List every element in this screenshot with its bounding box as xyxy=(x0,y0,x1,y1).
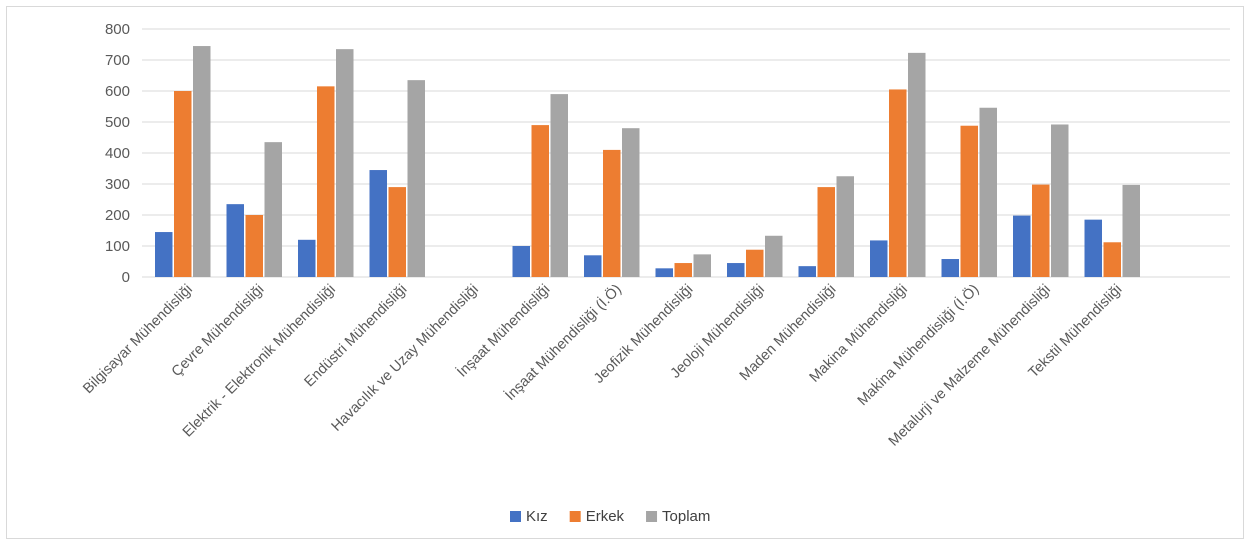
legend-label: Toplam xyxy=(662,508,710,525)
bar-toplam xyxy=(1051,124,1069,277)
x-category-label: Makina Mühendisliği (İ.Ö) xyxy=(853,280,982,409)
bar-erkek xyxy=(245,215,263,277)
bar-kız xyxy=(155,232,173,277)
y-tick-label: 0 xyxy=(122,269,130,286)
y-tick-label: 400 xyxy=(105,145,130,162)
bar-toplam xyxy=(765,235,783,277)
legend-swatch-erkek xyxy=(569,511,581,522)
bar-erkek xyxy=(388,187,406,277)
y-tick-label: 600 xyxy=(105,83,130,100)
y-axis-ticks: 0 100 200 300 400 500 600 700 800 xyxy=(105,21,130,286)
bars xyxy=(155,46,1140,278)
legend-label: Erkek xyxy=(586,508,625,525)
bar-toplam xyxy=(336,49,354,278)
bar-kız xyxy=(1084,219,1102,277)
bar-kız xyxy=(369,170,387,277)
y-tick-label: 800 xyxy=(105,21,130,38)
bar-toplam xyxy=(908,52,926,278)
bar-kız xyxy=(870,240,888,277)
bar-erkek xyxy=(174,91,192,277)
bar-toplam xyxy=(407,80,425,278)
bar-erkek xyxy=(317,86,335,277)
bar-kız xyxy=(584,255,602,277)
legend-swatch-toplam xyxy=(646,511,658,522)
y-tick-label: 200 xyxy=(105,207,130,224)
bar-kız xyxy=(1013,215,1031,277)
legend-label: Kız xyxy=(526,508,548,525)
bar-toplam xyxy=(264,142,282,277)
x-category-label: İnşaat Mühendisliği (İ.Ö) xyxy=(501,280,625,404)
bar-toplam xyxy=(622,128,640,277)
bar-erkek xyxy=(674,263,692,277)
bar-kız xyxy=(941,259,959,277)
y-tick-label: 100 xyxy=(105,238,130,255)
bar-toplam xyxy=(693,254,711,277)
bar-toplam xyxy=(979,107,997,278)
y-tick-label: 500 xyxy=(105,114,130,131)
bar-erkek xyxy=(817,187,835,277)
bar-kız xyxy=(655,268,673,277)
y-tick-label: 700 xyxy=(105,52,130,69)
bar-erkek xyxy=(960,125,978,277)
bar-kız xyxy=(226,204,244,277)
legend-swatch-kız xyxy=(510,511,521,522)
bar-erkek xyxy=(1103,242,1121,277)
y-tick-label: 300 xyxy=(105,176,130,193)
bar-erkek xyxy=(531,125,549,277)
bar-kız xyxy=(298,239,316,277)
bar-erkek xyxy=(889,89,907,277)
bar-kız xyxy=(798,266,816,277)
bar-erkek xyxy=(1032,184,1050,277)
bar-toplam xyxy=(550,94,568,277)
x-category-label: Bilgisayar Mühendisliği xyxy=(80,282,196,398)
bar-erkek xyxy=(603,149,621,277)
legend: Kız Erkek Toplam xyxy=(510,508,710,525)
x-category-label: Havacılık ve Uzay Mühendisliği xyxy=(329,282,482,435)
bar-toplam xyxy=(1122,184,1140,277)
bar-erkek xyxy=(746,249,764,277)
x-category-label: Elektrik - Elektronik Mühendisliği xyxy=(180,282,339,441)
bar-toplam xyxy=(193,46,211,277)
bar-kız xyxy=(512,246,530,277)
bar-toplam xyxy=(836,176,854,277)
bar-kız xyxy=(727,263,745,277)
